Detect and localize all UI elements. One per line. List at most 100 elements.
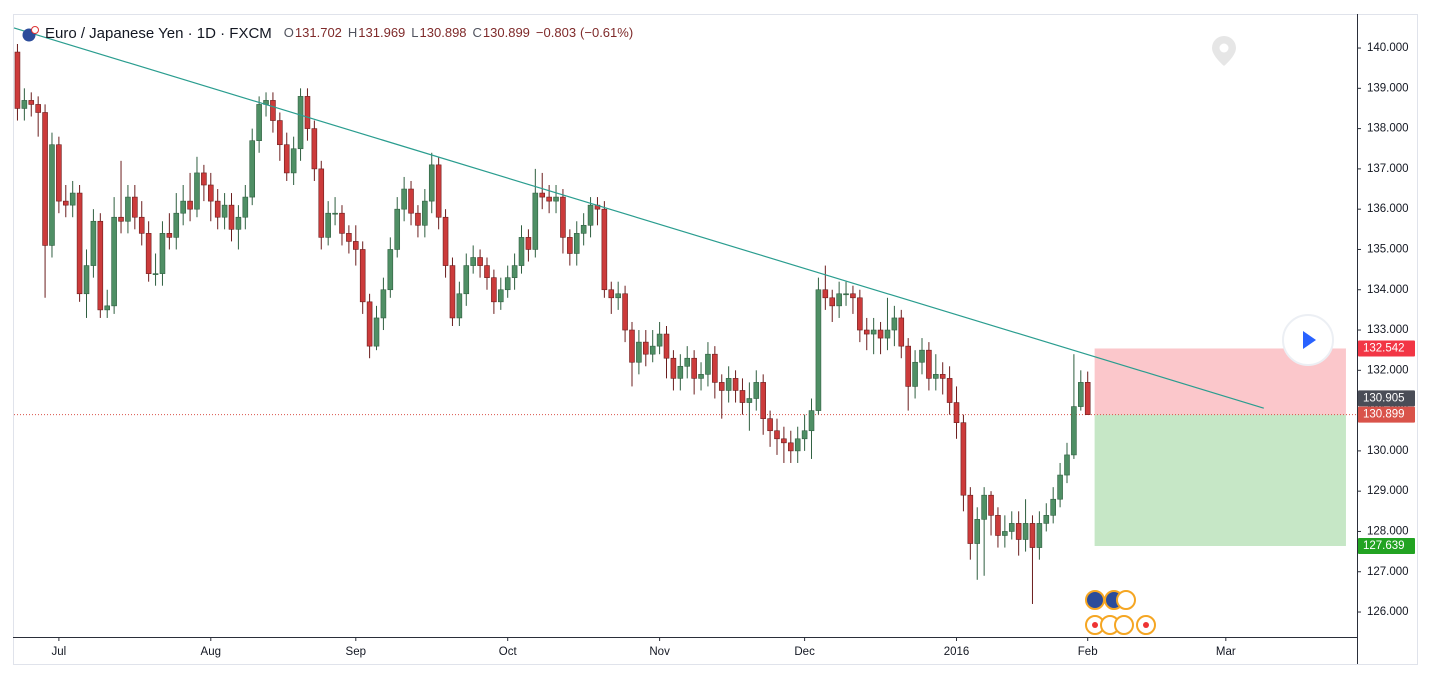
candle-body — [960, 422, 967, 496]
candle-body — [822, 289, 829, 299]
trendline — [13, 27, 1264, 409]
y-tick-label: 129.000 — [1367, 485, 1409, 497]
candle-body — [843, 293, 849, 296]
candle-body — [629, 329, 635, 363]
candle-body — [498, 289, 504, 303]
y-tick-label: 132.000 — [1367, 364, 1409, 376]
last-price-tag — [1358, 406, 1415, 423]
last-price-tag-label: 130.899 — [1363, 409, 1405, 421]
x-tick-label: Jul — [52, 646, 67, 658]
candle-body — [76, 192, 83, 295]
candle-body — [767, 418, 773, 432]
candle-body — [56, 144, 62, 202]
candle-body — [152, 273, 159, 275]
y-tick-label: 139.000 — [1367, 82, 1409, 94]
candle-body — [187, 200, 193, 210]
candle-body — [297, 96, 304, 150]
current-price-tag-label: 130.905 — [1363, 392, 1405, 404]
target-zone — [1094, 414, 1346, 546]
ohlc-key: C — [473, 25, 482, 40]
current-price-tag — [1358, 390, 1415, 407]
candle-body — [898, 317, 905, 347]
candle-body — [21, 100, 28, 109]
candle-body — [83, 265, 90, 295]
candle-body — [705, 353, 711, 375]
candle-body — [111, 216, 117, 307]
candle-body — [235, 216, 242, 230]
candle-body — [325, 212, 331, 238]
candle-body — [919, 349, 925, 363]
candle-body — [718, 382, 725, 391]
target-tag-label: 127.639 — [1363, 540, 1405, 552]
candle-body — [656, 333, 663, 347]
candle-body — [794, 438, 801, 452]
candle-body — [801, 430, 808, 440]
candle-body — [387, 249, 394, 291]
x-tick-label: Dec — [794, 646, 815, 658]
candle-body — [926, 349, 932, 379]
candle-body — [587, 204, 594, 226]
symbol-flag-badge — [31, 26, 39, 34]
candle-body — [311, 128, 318, 170]
candle-body — [28, 100, 35, 105]
candle-body — [304, 96, 311, 129]
candle-body — [725, 378, 732, 391]
x-tick-label: Sep — [346, 646, 366, 658]
candle-body — [463, 265, 470, 295]
candle-body — [525, 237, 532, 250]
candle-body — [90, 220, 97, 266]
ohlc-value: 131.702 — [295, 25, 342, 40]
candle-body — [546, 196, 552, 202]
candle-body — [567, 237, 573, 254]
candle-body — [173, 212, 180, 238]
x-tick-label: Mar — [1216, 646, 1236, 658]
y-tick-label: 134.000 — [1367, 284, 1409, 296]
candle-body — [518, 237, 525, 266]
candle-body — [256, 104, 262, 141]
y-tick-label: 140.000 — [1367, 42, 1409, 54]
pin-icon — [1212, 36, 1236, 66]
candle-body — [366, 301, 373, 347]
candle-body — [560, 196, 566, 238]
y-tick-label: 130.000 — [1367, 445, 1409, 457]
candle-body — [1064, 454, 1070, 476]
candle-body — [449, 265, 456, 319]
candle-body — [180, 200, 186, 214]
candle-body — [974, 519, 981, 544]
candle-body — [201, 172, 207, 186]
axis-layer: 126.000127.000128.000129.000130.000131.0… — [52, 42, 1415, 658]
candle-body — [774, 430, 780, 440]
candle-body — [912, 361, 918, 387]
candle-body — [477, 257, 483, 266]
candle-body — [166, 233, 173, 238]
candle-body — [884, 329, 891, 339]
candle-body — [221, 204, 228, 218]
candle-body — [649, 345, 656, 355]
candle-body — [663, 333, 670, 359]
chart-frame — [13, 14, 1418, 665]
candle-body — [870, 329, 877, 335]
candle-body — [1002, 531, 1008, 536]
replay-button[interactable] — [1282, 314, 1334, 366]
candle-body — [428, 164, 435, 202]
candle-body — [891, 317, 898, 331]
candle-body — [1043, 515, 1050, 524]
candle-body — [228, 204, 235, 230]
candle-body — [339, 212, 345, 234]
stop-tag — [1358, 340, 1415, 357]
candle-body — [939, 374, 946, 379]
candle-body — [670, 357, 677, 379]
candle-body — [850, 293, 856, 299]
candle-body — [760, 382, 766, 419]
candle-body — [63, 200, 69, 206]
candle-body — [967, 494, 974, 544]
event-icons[interactable] — [1085, 590, 1156, 635]
y-tick-label: 138.000 — [1367, 123, 1409, 135]
x-tick-label: Nov — [649, 646, 670, 658]
y-tick-label: 128.000 — [1367, 525, 1409, 537]
candle-body — [401, 188, 407, 210]
candle-body — [214, 200, 221, 218]
candle-body — [318, 168, 325, 238]
ohlc-key: O — [284, 25, 294, 40]
candle-body — [684, 357, 691, 367]
